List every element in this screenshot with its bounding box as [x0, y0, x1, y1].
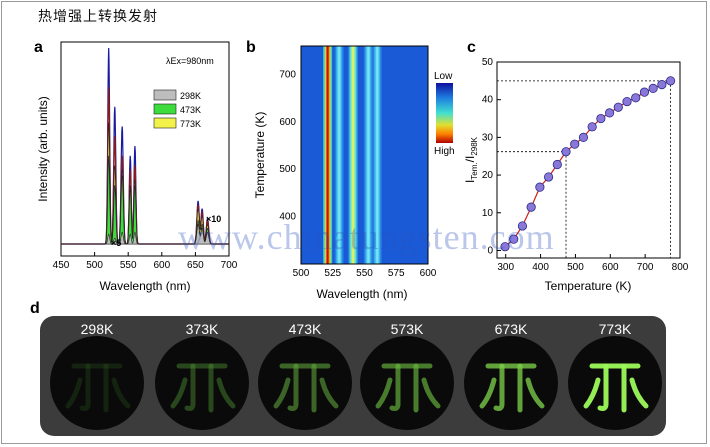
panel-c-data-point — [578, 132, 589, 142]
panel-a-xtick-label: 650 — [187, 260, 204, 271]
panel-c-data-point — [509, 234, 519, 244]
panel-b-xtick-label: 550 — [356, 268, 373, 279]
panel-c-letter: c — [467, 39, 476, 56]
panel-c-ytick-label: 40 — [482, 95, 494, 106]
panel-a-spectrum-chart: 450 500 550 600 650 700 Wavelength (nm) Inten… — [36, 41, 238, 293]
panel-b-colorbar — [436, 83, 453, 143]
panel-b-ytick-label: 400 — [279, 212, 296, 223]
panel-b-xtick-label: 600 — [420, 268, 437, 279]
panel-b-band — [367, 46, 370, 264]
panel-c-data-point — [657, 80, 667, 90]
panel-a-spectrum-298K — [61, 223, 229, 245]
panel-a-legend-label: 473K — [180, 105, 201, 115]
panel-a-legend-swatch — [153, 117, 177, 129]
sample-glow-photo — [50, 336, 144, 430]
panel-a-xtick-label: 600 — [153, 260, 170, 271]
panel-c-data-point — [526, 202, 536, 212]
panel-b-band — [326, 46, 329, 264]
panel-c-data-point — [543, 172, 554, 182]
panel-c-data-point — [561, 147, 571, 157]
panel-b-ytick-label: 500 — [279, 164, 296, 175]
sample-glow-photo — [568, 336, 662, 430]
panel-a-ylabel: Intensity (arb. units) — [36, 96, 50, 201]
panel-a-legend-label: 773K — [180, 119, 201, 129]
panel-a-xtick-label: 500 — [86, 260, 103, 271]
panel-b-band — [352, 46, 354, 264]
sample-temperature-label: 473K — [288, 321, 322, 337]
panel-d-photo-strip — [40, 316, 666, 436]
panel-a-legend-swatch — [153, 89, 177, 101]
panel-c-data-point — [587, 122, 597, 132]
panel-b-colorbar-low: Low — [434, 71, 453, 82]
panel-c-enhancement-chart: 300 400 500 600 700 800 0 10 20 30 40 50 Temperatu… — [463, 57, 689, 293]
panel-b-xtick-label: 525 — [324, 268, 341, 279]
sample-glow-photo — [155, 336, 249, 430]
panel-c-ytick-label: 30 — [482, 132, 494, 143]
panel-c-xlabel: Temperature (K) — [545, 279, 632, 293]
panel-a-xlabel: Wavelength (nm) — [100, 279, 191, 293]
panel-c-ytick-label: 0 — [487, 245, 493, 256]
panel-c-xtick-label: 500 — [567, 262, 584, 273]
panel-c-data-point — [604, 108, 615, 118]
panel-a-xtick-label: 550 — [120, 260, 137, 271]
panel-c-ytick-label: 10 — [482, 208, 494, 219]
panel-a-x5-label: ×5 — [111, 238, 121, 248]
watermark-text: www.chinatungsten.com — [178, 217, 555, 257]
panel-b-xlabel: Wavelength (nm) — [317, 287, 408, 301]
panel-c-ytick-label: 50 — [482, 57, 494, 68]
panel-a-excitation-label: λEx=980nm — [166, 56, 214, 66]
sample-temperature-label: 673K — [494, 321, 528, 337]
panel-b-xtick-label: 500 — [293, 268, 310, 279]
panel-c-data-point — [500, 242, 510, 252]
panel-b-xtick-label: 575 — [388, 268, 405, 279]
panel-b-ytick-label: 700 — [279, 69, 296, 80]
figure-panels: a 450 500 550 600 650 700 Wavelength (nm) Int… — [34, 39, 689, 301]
panel-b-band — [338, 46, 340, 264]
panel-b-letter: b — [246, 39, 256, 56]
panel-c-data-point — [596, 113, 606, 124]
panel-c-data-point — [622, 96, 632, 107]
figure-caption: 热增强上转换发射 — [38, 8, 158, 24]
panel-a-legend-label: 298K — [180, 91, 201, 101]
panel-c-xtick-label: 300 — [497, 262, 514, 273]
panel-c-data-point — [631, 93, 641, 103]
panel-c-xtick-label: 700 — [637, 262, 654, 273]
panel-c-xtick-label: 400 — [532, 262, 549, 273]
panel-a-x10-label: ×10 — [206, 214, 221, 224]
panel-a-xtick-label: 450 — [53, 260, 70, 271]
panel-b-heatmap-chart: 500 525 550 575 600 400 500 600 700 Wavelength … — [253, 45, 455, 301]
panel-c-data-point — [552, 159, 562, 170]
panel-c-xtick-label: 600 — [602, 262, 619, 273]
panel-c-ytick-label: 20 — [482, 170, 494, 181]
panel-c-data-point — [648, 83, 658, 93]
panel-c-data-point — [517, 221, 528, 231]
panel-c-data-point — [570, 139, 580, 149]
sample-temperature-label: 773K — [598, 321, 632, 337]
panel-c-data-point — [665, 76, 676, 86]
panel-a-letter: a — [34, 39, 43, 56]
panel-b-colorbar-high: High — [434, 146, 455, 157]
sample-temperature-label: 298K — [80, 321, 114, 337]
panel-c-data-point — [613, 102, 623, 112]
panel-c-data-point — [535, 182, 545, 192]
panel-a-xtick-label: 700 — [221, 260, 238, 271]
panel-d-letter: d — [30, 300, 40, 317]
sample-temperature-label: 373K — [185, 321, 219, 337]
panel-c-plot-area — [496, 61, 681, 259]
panel-c-data-point — [639, 87, 650, 97]
panel-c-ylabel: ITem./I298K — [463, 136, 479, 183]
sample-glow-photo — [360, 336, 454, 430]
panel-a-legend-swatch — [153, 103, 177, 115]
panel-c-xtick-label: 800 — [672, 262, 689, 273]
panel-b-ytick-label: 600 — [279, 117, 296, 128]
sample-glow-photo — [464, 336, 558, 430]
panel-b-ylabel: Temperature (K) — [253, 112, 267, 199]
panel-b-band — [376, 46, 379, 264]
sample-glow-photo — [258, 336, 352, 430]
sample-temperature-label: 573K — [390, 321, 424, 337]
